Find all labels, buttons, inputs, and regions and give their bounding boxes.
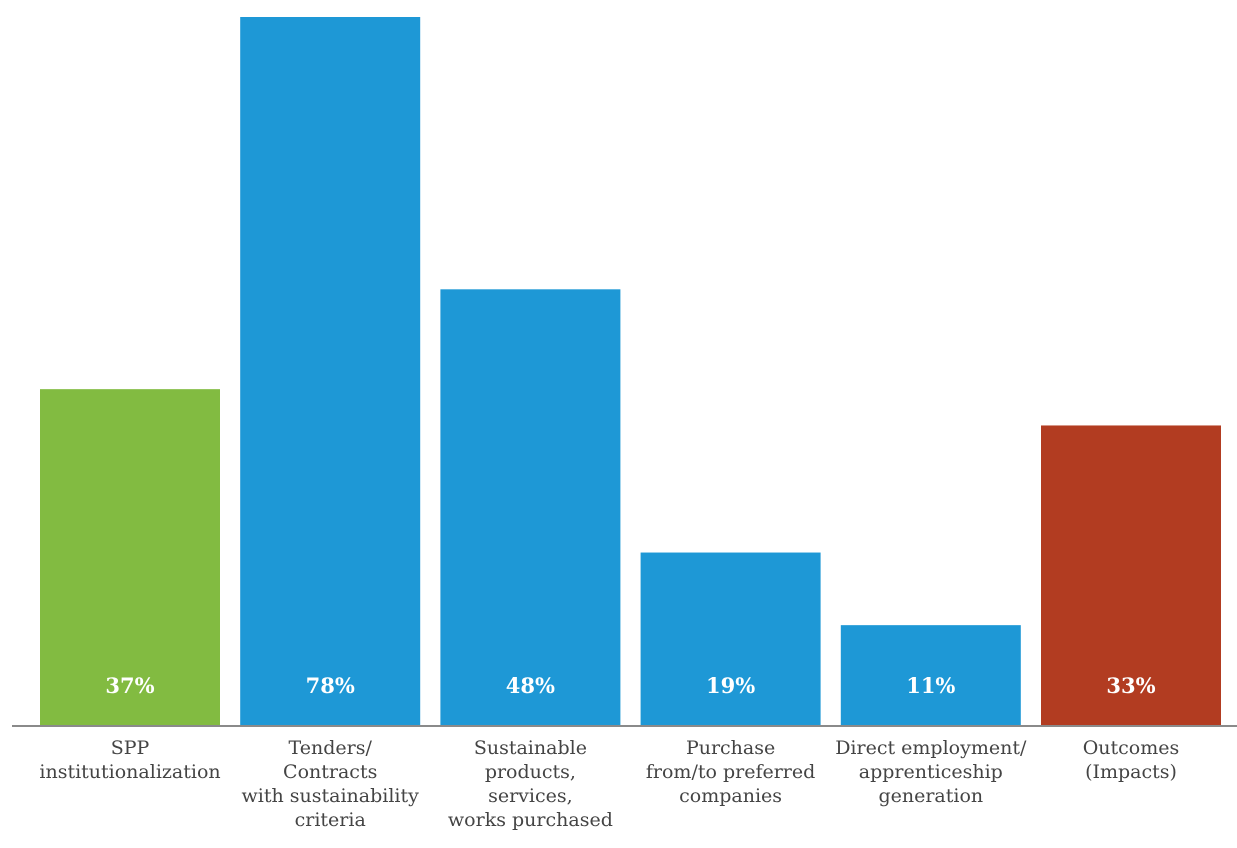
bar-4 bbox=[640, 552, 821, 725]
category-label-6-line-1: Outcomes bbox=[1083, 737, 1180, 759]
category-label-2-line-3: with sustainability bbox=[242, 785, 420, 807]
bar-value-label-1: 37% bbox=[105, 673, 154, 698]
bar-value-label-3: 48% bbox=[506, 673, 555, 698]
bar-1 bbox=[40, 389, 220, 725]
category-label-3-line-2: products, bbox=[485, 761, 576, 783]
category-label-1-line-2: institutionalization bbox=[39, 761, 220, 783]
category-label-2-line-2: Contracts bbox=[283, 761, 377, 783]
bar-6 bbox=[1041, 425, 1221, 725]
category-label-2-line-4: criteria bbox=[295, 809, 366, 831]
bars-layer: 37% 78% 48% 19% 11% 33% bbox=[40, 17, 1221, 725]
category-label-5-line-1: Direct employment/ bbox=[835, 737, 1027, 759]
category-label-3-line-3: services, bbox=[488, 785, 573, 807]
category-label-1-line-1: SPP bbox=[111, 737, 150, 759]
category-label-2-line-1: Tenders/ bbox=[289, 737, 373, 759]
category-labels-layer: SPP institutionalization Tenders/Contracts… bbox=[39, 737, 1179, 831]
category-label-1: SPP institutionalization bbox=[39, 737, 220, 783]
category-label-4-line-3: companies bbox=[679, 785, 782, 807]
category-label-6-line-2: (Impacts) bbox=[1085, 761, 1177, 783]
bar-3 bbox=[440, 289, 621, 725]
bar-5 bbox=[840, 625, 1021, 725]
bar-value-label-4: 19% bbox=[706, 673, 755, 698]
bar-2 bbox=[240, 17, 421, 725]
category-label-5: Direct employment/apprenticeship generati… bbox=[835, 737, 1027, 807]
category-label-5-line-2: apprenticeship bbox=[859, 761, 1003, 783]
category-label-4-line-2: from/to preferred bbox=[646, 761, 815, 783]
category-label-3: Sustainable products, services, works purch… bbox=[448, 737, 613, 831]
category-label-2: Tenders/Contracts with sustainability crit… bbox=[242, 737, 420, 831]
category-label-3-line-4: works purchased bbox=[448, 809, 613, 831]
category-label-4-line-1: Purchase bbox=[686, 737, 775, 759]
bar-value-label-2: 78% bbox=[306, 673, 355, 698]
category-label-3-line-1: Sustainable bbox=[474, 737, 587, 759]
category-label-5-line-3: generation bbox=[878, 785, 983, 807]
category-label-6: Outcomes (Impacts) bbox=[1083, 737, 1180, 783]
bar-value-label-6: 33% bbox=[1106, 673, 1155, 698]
bar-value-label-5: 11% bbox=[906, 673, 955, 698]
category-label-4: Purchase from/to preferred companies bbox=[646, 737, 815, 807]
